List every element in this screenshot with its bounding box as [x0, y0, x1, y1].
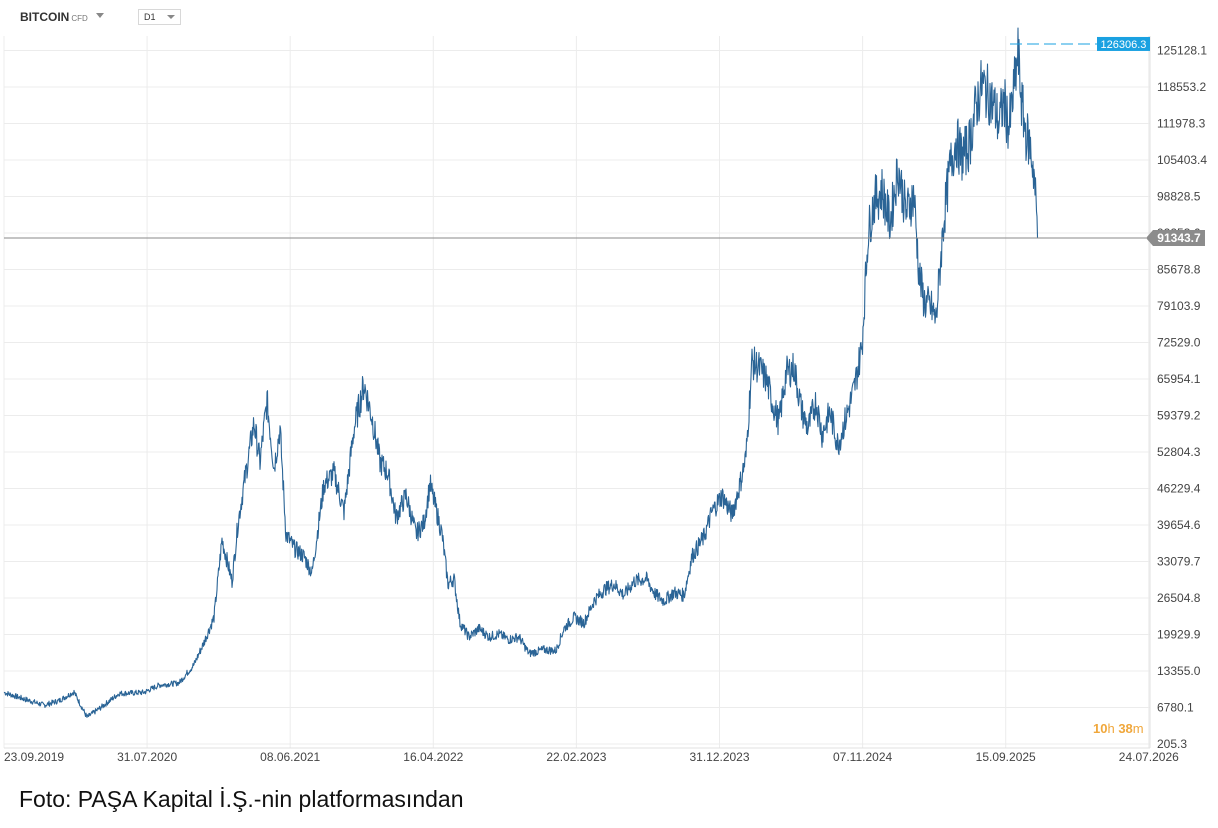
- high-price-badge: [1097, 36, 1150, 51]
- y-tick-label: 13355.0: [1157, 664, 1201, 678]
- chevron-down-icon: [167, 15, 175, 19]
- x-tick-label: 31.07.2020: [117, 750, 177, 764]
- countdown-minutes: 38: [1118, 721, 1133, 736]
- high-price-label: 126306.3: [1101, 39, 1147, 51]
- current-price-label: 91343.7: [1157, 231, 1201, 245]
- y-tick-label: 6780.1: [1157, 701, 1194, 715]
- countdown-hours: 10: [1093, 721, 1108, 736]
- y-tick-label: 26504.8: [1157, 591, 1201, 605]
- countdown-hours-unit: h: [1107, 721, 1115, 736]
- y-tick-label: 39654.6: [1157, 518, 1201, 532]
- y-tick-label: 65954.1: [1157, 372, 1201, 386]
- symbol-selector[interactable]: BITCOIN CFD: [20, 10, 104, 24]
- y-tick-label: 118553.2: [1157, 80, 1206, 94]
- x-tick-label: 24.07.2026: [1119, 750, 1179, 764]
- y-tick-label: 46229.4: [1157, 482, 1201, 496]
- candle-countdown: 10h 38m: [1093, 721, 1144, 736]
- x-tick-label: 16.04.2022: [403, 750, 463, 764]
- y-tick-label: 52804.3: [1157, 445, 1201, 459]
- timeframe-selector[interactable]: D1: [138, 9, 181, 25]
- x-tick-label: 22.02.2023: [546, 750, 606, 764]
- y-tick-label: 205.3: [1157, 737, 1187, 751]
- chart-toolbar: BITCOIN CFD D1: [0, 0, 1218, 36]
- y-tick-label: 19929.9: [1157, 628, 1201, 642]
- x-tick-label: 23.09.2019: [4, 750, 64, 764]
- y-tick-label: 33079.7: [1157, 555, 1201, 569]
- x-tick-label: 31.12.2023: [689, 750, 749, 764]
- y-tick-label: 59379.2: [1157, 409, 1201, 423]
- price-series-line[interactable]: [3, 27, 1039, 718]
- chevron-down-icon: [95, 13, 104, 19]
- x-tick-label: 08.06.2021: [260, 750, 320, 764]
- x-tick-label: 07.11.2024: [833, 750, 892, 764]
- current-price-badge: [1146, 230, 1205, 247]
- x-tick-label: 15.09.2025: [976, 750, 1036, 764]
- y-tick-label: 79103.9: [1157, 299, 1201, 313]
- photo-caption: Foto: PAŞA Kapital İ.Ş.-nin platformasın…: [19, 786, 464, 812]
- y-tick-label: 98828.5: [1157, 190, 1201, 204]
- y-tick-label: 111978.3: [1157, 117, 1206, 131]
- timeframe-label: D1: [144, 12, 156, 22]
- y-tick-label: 125128.1: [1157, 44, 1207, 58]
- y-tick-label: 72529.0: [1157, 336, 1201, 350]
- y-tick-label: 105403.4: [1157, 153, 1207, 167]
- symbol-type: CFD: [71, 14, 88, 23]
- countdown-minutes-unit: m: [1132, 721, 1144, 736]
- symbol-name: BITCOIN: [20, 10, 70, 24]
- y-tick-label: 85678.8: [1157, 263, 1201, 277]
